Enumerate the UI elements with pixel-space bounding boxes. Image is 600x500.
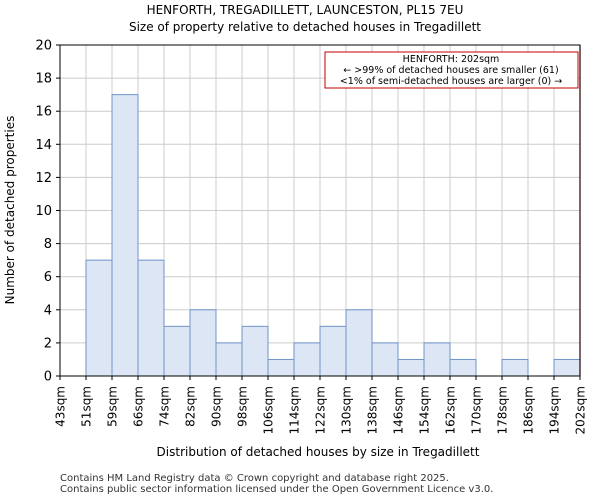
bar bbox=[553, 358, 581, 377]
x-tick-label: 74sqm bbox=[158, 386, 172, 427]
y-axis-label: Number of detached properties bbox=[3, 116, 17, 305]
x-tick-label: 130sqm bbox=[340, 386, 354, 434]
bar bbox=[189, 309, 217, 377]
x-tick-label: 202sqm bbox=[574, 386, 588, 434]
bar bbox=[319, 325, 347, 377]
x-tick-label: 82sqm bbox=[184, 386, 198, 427]
bar bbox=[85, 259, 113, 377]
bar bbox=[345, 309, 373, 377]
footer-line-1: Contains HM Land Registry data © Crown c… bbox=[60, 473, 449, 484]
y-tick-label: 12 bbox=[35, 171, 52, 186]
x-tick-label: 122sqm bbox=[314, 386, 328, 434]
y-tick-label: 8 bbox=[44, 237, 52, 252]
bar bbox=[215, 342, 243, 377]
x-tick-label: 186sqm bbox=[522, 386, 536, 434]
x-tick-label: 138sqm bbox=[366, 386, 380, 434]
bar bbox=[137, 259, 165, 377]
x-tick-label: 178sqm bbox=[496, 386, 510, 434]
bar bbox=[267, 358, 295, 377]
x-axis-ticks: 43sqm 51sqm 59sqm 66sqm 74sqm 82sqm 90sqm 98sqm… bbox=[54, 376, 588, 434]
x-tick-label: 59sqm bbox=[106, 386, 120, 427]
x-tick-label: 162sqm bbox=[444, 386, 458, 434]
y-axis-ticks: 0 2 4 6 8 10 12 14 16 18 20 bbox=[35, 39, 60, 385]
x-tick-label: 106sqm bbox=[262, 386, 276, 434]
y-tick-label: 6 bbox=[44, 270, 52, 285]
y-tick-label: 4 bbox=[44, 303, 52, 318]
annotation-line-1: HENFORTH: 202sqm bbox=[403, 54, 500, 65]
x-tick-label: 146sqm bbox=[392, 386, 406, 434]
x-tick-label: 154sqm bbox=[418, 386, 432, 434]
x-tick-label: 43sqm bbox=[54, 386, 68, 427]
bar bbox=[501, 358, 529, 377]
x-tick-label: 98sqm bbox=[236, 386, 250, 427]
y-tick-label: 10 bbox=[35, 204, 52, 219]
annotation-box: HENFORTH: 202sqm ← >99% of detached hous… bbox=[324, 51, 579, 89]
bar bbox=[423, 342, 451, 377]
bar bbox=[449, 358, 477, 377]
bar bbox=[293, 342, 321, 377]
annotation-line-3: <1% of semi-detached houses are larger (… bbox=[340, 76, 562, 87]
x-tick-label: 90sqm bbox=[210, 386, 224, 427]
y-tick-label: 20 bbox=[35, 39, 52, 54]
y-tick-label: 16 bbox=[35, 105, 52, 120]
x-tick-label: 66sqm bbox=[132, 386, 146, 427]
annotation-line-2: ← >99% of detached houses are smaller (6… bbox=[343, 65, 558, 76]
footer-line-2: Contains public sector information licen… bbox=[60, 484, 494, 495]
y-tick-label: 14 bbox=[35, 138, 52, 153]
y-tick-label: 0 bbox=[44, 370, 52, 385]
x-tick-label: 194sqm bbox=[548, 386, 562, 434]
x-axis-label: Distribution of detached houses by size … bbox=[157, 445, 480, 459]
bars bbox=[85, 94, 581, 377]
annotation-frame bbox=[324, 51, 579, 89]
y-tick-label: 2 bbox=[44, 336, 52, 351]
chart-title-line1: HENFORTH, TREGADILLETT, LAUNCESTON, PL15… bbox=[147, 3, 464, 17]
bar bbox=[371, 342, 399, 377]
chart-title-line2: Size of property relative to detached ho… bbox=[129, 20, 481, 34]
x-tick-label: 170sqm bbox=[470, 386, 484, 434]
x-tick-label: 51sqm bbox=[80, 386, 94, 427]
bar bbox=[163, 325, 191, 377]
x-tick-label: 114sqm bbox=[288, 386, 302, 434]
bar bbox=[241, 325, 269, 377]
y-tick-label: 18 bbox=[35, 72, 52, 87]
bar bbox=[397, 358, 425, 377]
bar bbox=[111, 94, 139, 377]
